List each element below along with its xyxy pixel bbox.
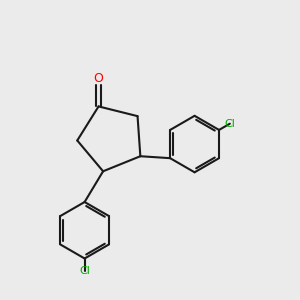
Text: O: O (94, 72, 103, 85)
Text: Cl: Cl (224, 119, 235, 129)
Text: Cl: Cl (79, 266, 90, 276)
